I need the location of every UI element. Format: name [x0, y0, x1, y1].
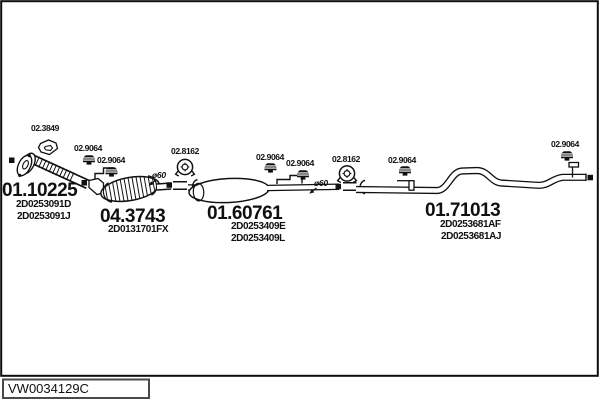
- gasket-code-label: 02.3849: [31, 123, 59, 133]
- clamp-code-label-2: 02.8162: [332, 154, 360, 164]
- hanger-code-label-3: 02.9064: [256, 152, 284, 162]
- rubber-hanger-icon-1: [82, 154, 96, 166]
- catalyst-code: 04.3743: [100, 206, 166, 227]
- diameter-arrow-1: [148, 179, 157, 186]
- front-pipe-code: 01.10225: [2, 180, 78, 201]
- rubber-hanger-icon-3: [263, 162, 278, 174]
- hanger-code-label-6: 02.9064: [551, 139, 579, 149]
- hanger-code-label-2: 02.9064: [97, 155, 125, 165]
- diameter-arrow-2: [309, 187, 317, 194]
- rubber-hanger-icon-4: [296, 169, 310, 181]
- front-pipe-drawing: [16, 152, 91, 190]
- front-pipe-oe-1: 2D0253091D: [16, 199, 71, 210]
- pipe-diameter-label-2: ø60: [314, 178, 328, 188]
- clamp-icon-1: [174, 158, 196, 177]
- rear-pipe-drawing: [355, 161, 587, 195]
- front-pipe-oe-2: 2D0253091J: [17, 211, 71, 222]
- rubber-hanger-icon-2: [104, 166, 119, 178]
- clamp-icon-2: [336, 165, 358, 184]
- connection-markers: [9, 157, 593, 190]
- pipe-diameter-label-1: ø60: [152, 170, 166, 180]
- rear-pipe-oe-1: 2D0253681AF: [440, 219, 501, 230]
- rubber-hanger-icon-6: [560, 150, 574, 162]
- centre-muffler-oe-2: 2D0253409L: [231, 233, 285, 244]
- catalyst-oe-1: 2D0131701FX: [108, 224, 169, 235]
- centre-muffler-drawing: [188, 174, 340, 204]
- rear-pipe-code: 01.71013: [425, 200, 501, 221]
- diagram-frame: [0, 0, 599, 377]
- clamp-code-label-1: 02.8162: [171, 146, 199, 156]
- catalyst-drawing: [88, 172, 172, 206]
- rubber-hanger-icon-5: [398, 165, 412, 177]
- plate-code: VW0034129C: [8, 381, 89, 396]
- gasket-icon: [37, 139, 59, 156]
- hanger-code-label-5: 02.9064: [388, 155, 416, 165]
- rear-pipe-oe-2: 2D0253681AJ: [441, 231, 502, 242]
- centre-muffler-oe-1: 2D0253409E: [231, 221, 286, 232]
- plate-code-box: [2, 378, 150, 399]
- hanger-code-label-1: 02.9064: [74, 143, 102, 153]
- hanger-code-label-4: 02.9064: [286, 158, 314, 168]
- centre-muffler-code: 01.60761: [207, 203, 283, 224]
